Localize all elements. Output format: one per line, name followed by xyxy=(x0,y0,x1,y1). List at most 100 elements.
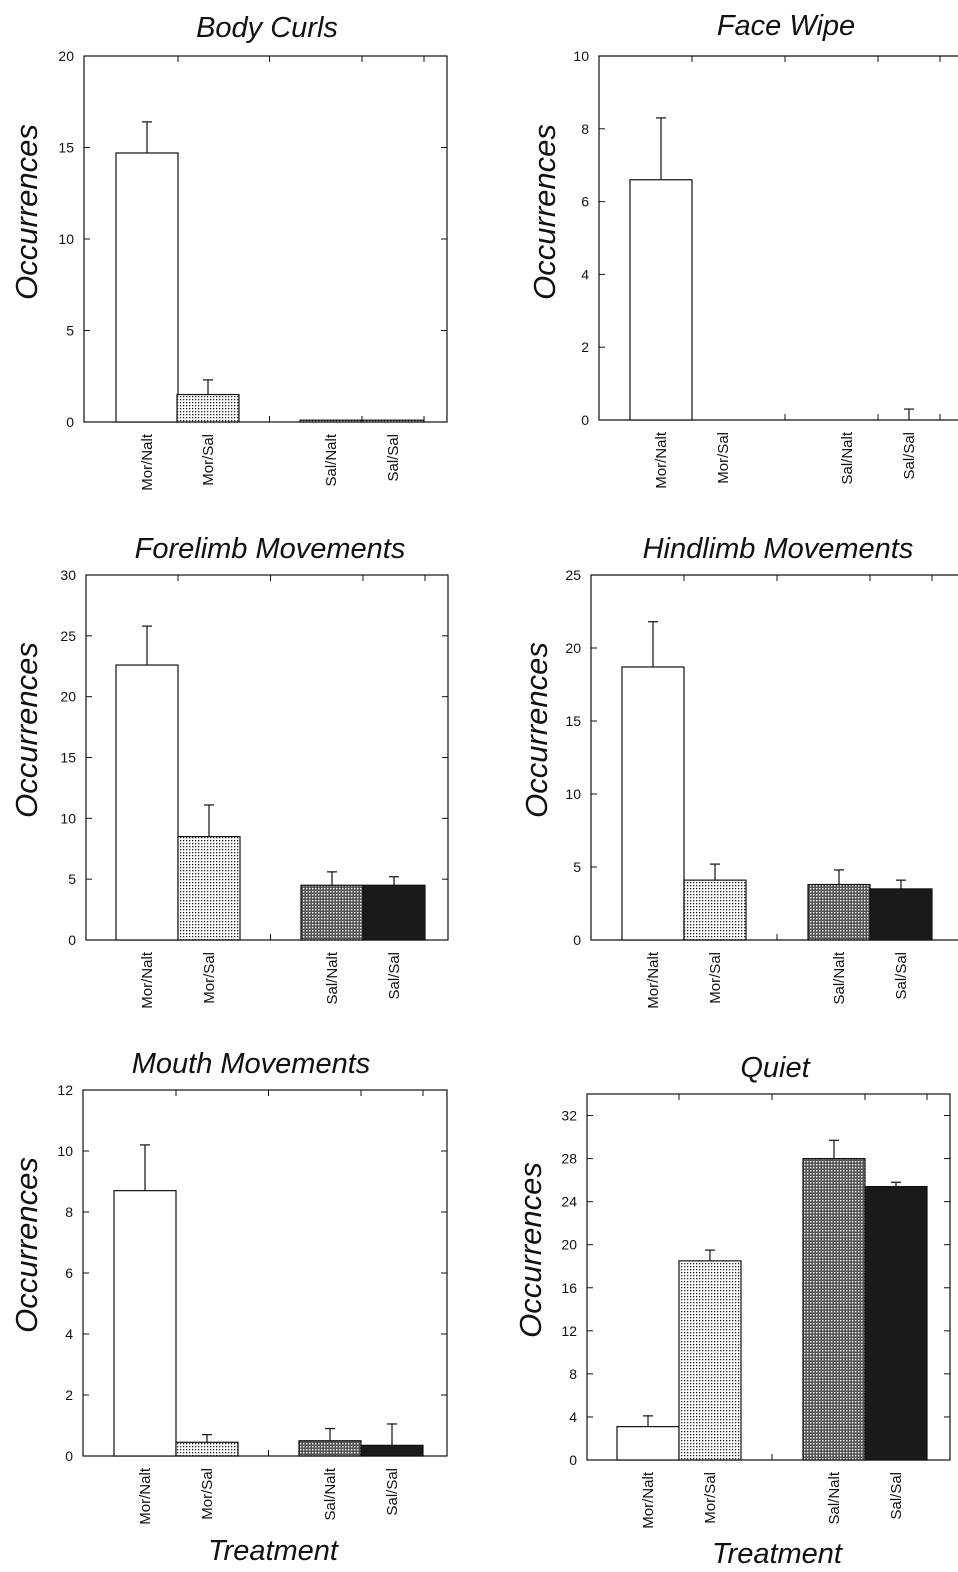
chart-panel-forelimb-movements: Forelimb Movements Occurrences 0 5 10 15 20 2… xyxy=(9,533,449,1009)
y-tick-label: 5 xyxy=(68,871,76,887)
y-tick-label: 0 xyxy=(581,412,589,428)
y-tick-label: 0 xyxy=(573,932,581,948)
y-tick-label: 10 xyxy=(57,1143,73,1159)
x-category-label-mor-sal: Mor/Sal xyxy=(707,952,724,1004)
x-category-label-sal-nalt: Sal/Nalt xyxy=(831,951,848,1004)
x-category-label-mor-sal: Mor/Sal xyxy=(715,432,732,484)
bar-sal-sal xyxy=(864,1185,928,1461)
y-tick-label: 25 xyxy=(565,567,581,583)
chart-panel-body-curls: Body Curls Occurrences 0 5 10 15 20 Mor/Nalt M… xyxy=(9,12,448,491)
x-category-label-mor-sal: Mor/Sal xyxy=(199,1468,216,1520)
plot-area: 0 2 4 6 8 10 Mor/Nalt Mor/Sal Sal/Nalt Sal/Sal xyxy=(573,48,958,489)
chart-title: Hindlimb Movements xyxy=(643,533,914,565)
bar-mor-sal xyxy=(683,879,747,941)
y-tick-label: 8 xyxy=(569,1366,577,1382)
bar-sal-sal xyxy=(869,888,933,941)
y-tick-label: 25 xyxy=(60,628,76,644)
x-category-label-sal-sal: Sal/Sal xyxy=(888,1472,905,1520)
x-category-label-sal-sal: Sal/Sal xyxy=(901,432,918,480)
y-tick-label: 15 xyxy=(565,713,581,729)
bar-sal-nalt xyxy=(802,1157,866,1461)
chart-title: Quiet xyxy=(740,1052,811,1084)
chart-panel-quiet: Quiet Occurrences Treatment 0 4 8 12 16 20 24 2… xyxy=(513,1052,951,1570)
bar-sal-nalt xyxy=(298,1440,362,1457)
bar-mor-sal xyxy=(678,1260,742,1461)
bar-mor-nalt xyxy=(629,179,693,421)
x-category-label-mor-nalt: Mor/Nalt xyxy=(653,431,670,489)
y-tick-label: 20 xyxy=(60,689,76,705)
y-tick-label: 20 xyxy=(561,1237,577,1253)
y-tick-label: 0 xyxy=(68,932,76,948)
y-axis-label: Occurrences xyxy=(9,124,44,300)
y-tick-label: 15 xyxy=(60,750,76,766)
bar-sal-sal xyxy=(361,419,425,423)
y-axis-label: Occurrences xyxy=(527,124,562,300)
y-axis-label: Occurrences xyxy=(9,642,44,818)
bar-mor-sal xyxy=(177,835,241,941)
y-tick-label: 20 xyxy=(565,640,581,656)
plot-area: 0 5 10 15 20 25 Mor/Nalt Mor/Sal Sal/Nalt Sal/Sal xyxy=(565,567,958,1009)
y-tick-label: 5 xyxy=(573,859,581,875)
chart-panel-face-wipe: Face Wipe Occurrences 0 2 4 6 8 10 Mor/Nalt Mor… xyxy=(527,10,958,489)
y-tick-label: 16 xyxy=(561,1280,577,1296)
bar-mor-nalt xyxy=(616,1426,680,1461)
y-tick-label: 10 xyxy=(60,810,76,826)
y-tick-label: 4 xyxy=(581,266,589,282)
y-tick-label: 2 xyxy=(581,339,589,355)
y-tick-label: 20 xyxy=(58,48,74,64)
bar-mor-nalt xyxy=(115,664,179,941)
plot-area: 0 5 10 15 20 25 30 Mor/Nalt Mor/Sal Sal/Nalt Sal/S… xyxy=(60,567,449,1009)
y-tick-label: 12 xyxy=(57,1082,73,1098)
x-axis-label: Treatment xyxy=(712,1538,844,1570)
x-axis-label: Treatment xyxy=(208,1535,340,1567)
y-tick-label: 24 xyxy=(561,1194,577,1210)
bar-mor-sal xyxy=(175,1441,239,1457)
x-category-label-mor-nalt: Mor/Nalt xyxy=(137,1467,154,1525)
y-tick-label: 10 xyxy=(573,48,589,64)
y-axis-label: Occurrences xyxy=(513,1162,548,1338)
bar-mor-nalt xyxy=(115,152,179,423)
plot-area: 0 4 8 12 16 20 24 28 32 Mor/Nalt Mor/Sal Sal/Nalt Sa… xyxy=(561,1093,951,1529)
y-tick-label: 32 xyxy=(561,1108,577,1124)
y-tick-label: 6 xyxy=(581,194,589,210)
bar-sal-sal xyxy=(362,884,426,941)
x-category-label-sal-sal: Sal/Sal xyxy=(384,1468,401,1516)
bar-sal-sal xyxy=(360,1444,424,1457)
chart-title: Mouth Movements xyxy=(132,1048,371,1080)
x-category-label-mor-sal: Mor/Sal xyxy=(702,1472,719,1524)
y-tick-label: 4 xyxy=(65,1326,73,1342)
bar-sal-nalt xyxy=(299,419,363,423)
chart-title: Face Wipe xyxy=(717,10,855,42)
chart-panel-hindlimb-movements: Hindlimb Movements Occurrences 0 5 10 15 20 2… xyxy=(519,533,958,1009)
x-category-label-sal-nalt: Sal/Nalt xyxy=(324,951,341,1004)
y-axis-label: Occurrences xyxy=(9,1157,44,1333)
bar-mor-sal xyxy=(176,393,240,423)
y-tick-label: 0 xyxy=(65,1448,73,1464)
chart-title: Forelimb Movements xyxy=(135,533,406,565)
x-category-label-mor-sal: Mor/Sal xyxy=(201,952,218,1004)
y-tick-label: 0 xyxy=(569,1452,577,1468)
x-category-label-sal-sal: Sal/Sal xyxy=(385,434,402,482)
plot-frame xyxy=(590,574,958,941)
y-tick-label: 10 xyxy=(565,786,581,802)
x-category-label-sal-nalt: Sal/Nalt xyxy=(839,431,856,484)
y-tick-label: 4 xyxy=(569,1409,577,1425)
x-category-label-sal-sal: Sal/Sal xyxy=(893,952,910,1000)
x-category-label-mor-nalt: Mor/Nalt xyxy=(645,951,662,1009)
y-tick-label: 8 xyxy=(581,121,589,137)
x-category-label-mor-sal: Mor/Sal xyxy=(200,434,217,486)
bar-mor-nalt xyxy=(113,1190,177,1457)
y-tick-label: 6 xyxy=(65,1265,73,1281)
bar-sal-nalt xyxy=(807,883,871,941)
bar-mor-nalt xyxy=(621,666,685,941)
plot-frame xyxy=(586,1093,951,1461)
x-category-label-mor-nalt: Mor/Nalt xyxy=(640,1471,657,1529)
y-tick-label: 8 xyxy=(65,1204,73,1220)
plot-frame xyxy=(598,55,958,421)
x-category-label-mor-nalt: Mor/Nalt xyxy=(139,433,156,491)
y-axis-label: Occurrences xyxy=(519,642,554,818)
y-tick-label: 0 xyxy=(66,414,74,430)
x-category-label-sal-nalt: Sal/Nalt xyxy=(826,1471,843,1524)
y-tick-label: 5 xyxy=(66,323,74,339)
